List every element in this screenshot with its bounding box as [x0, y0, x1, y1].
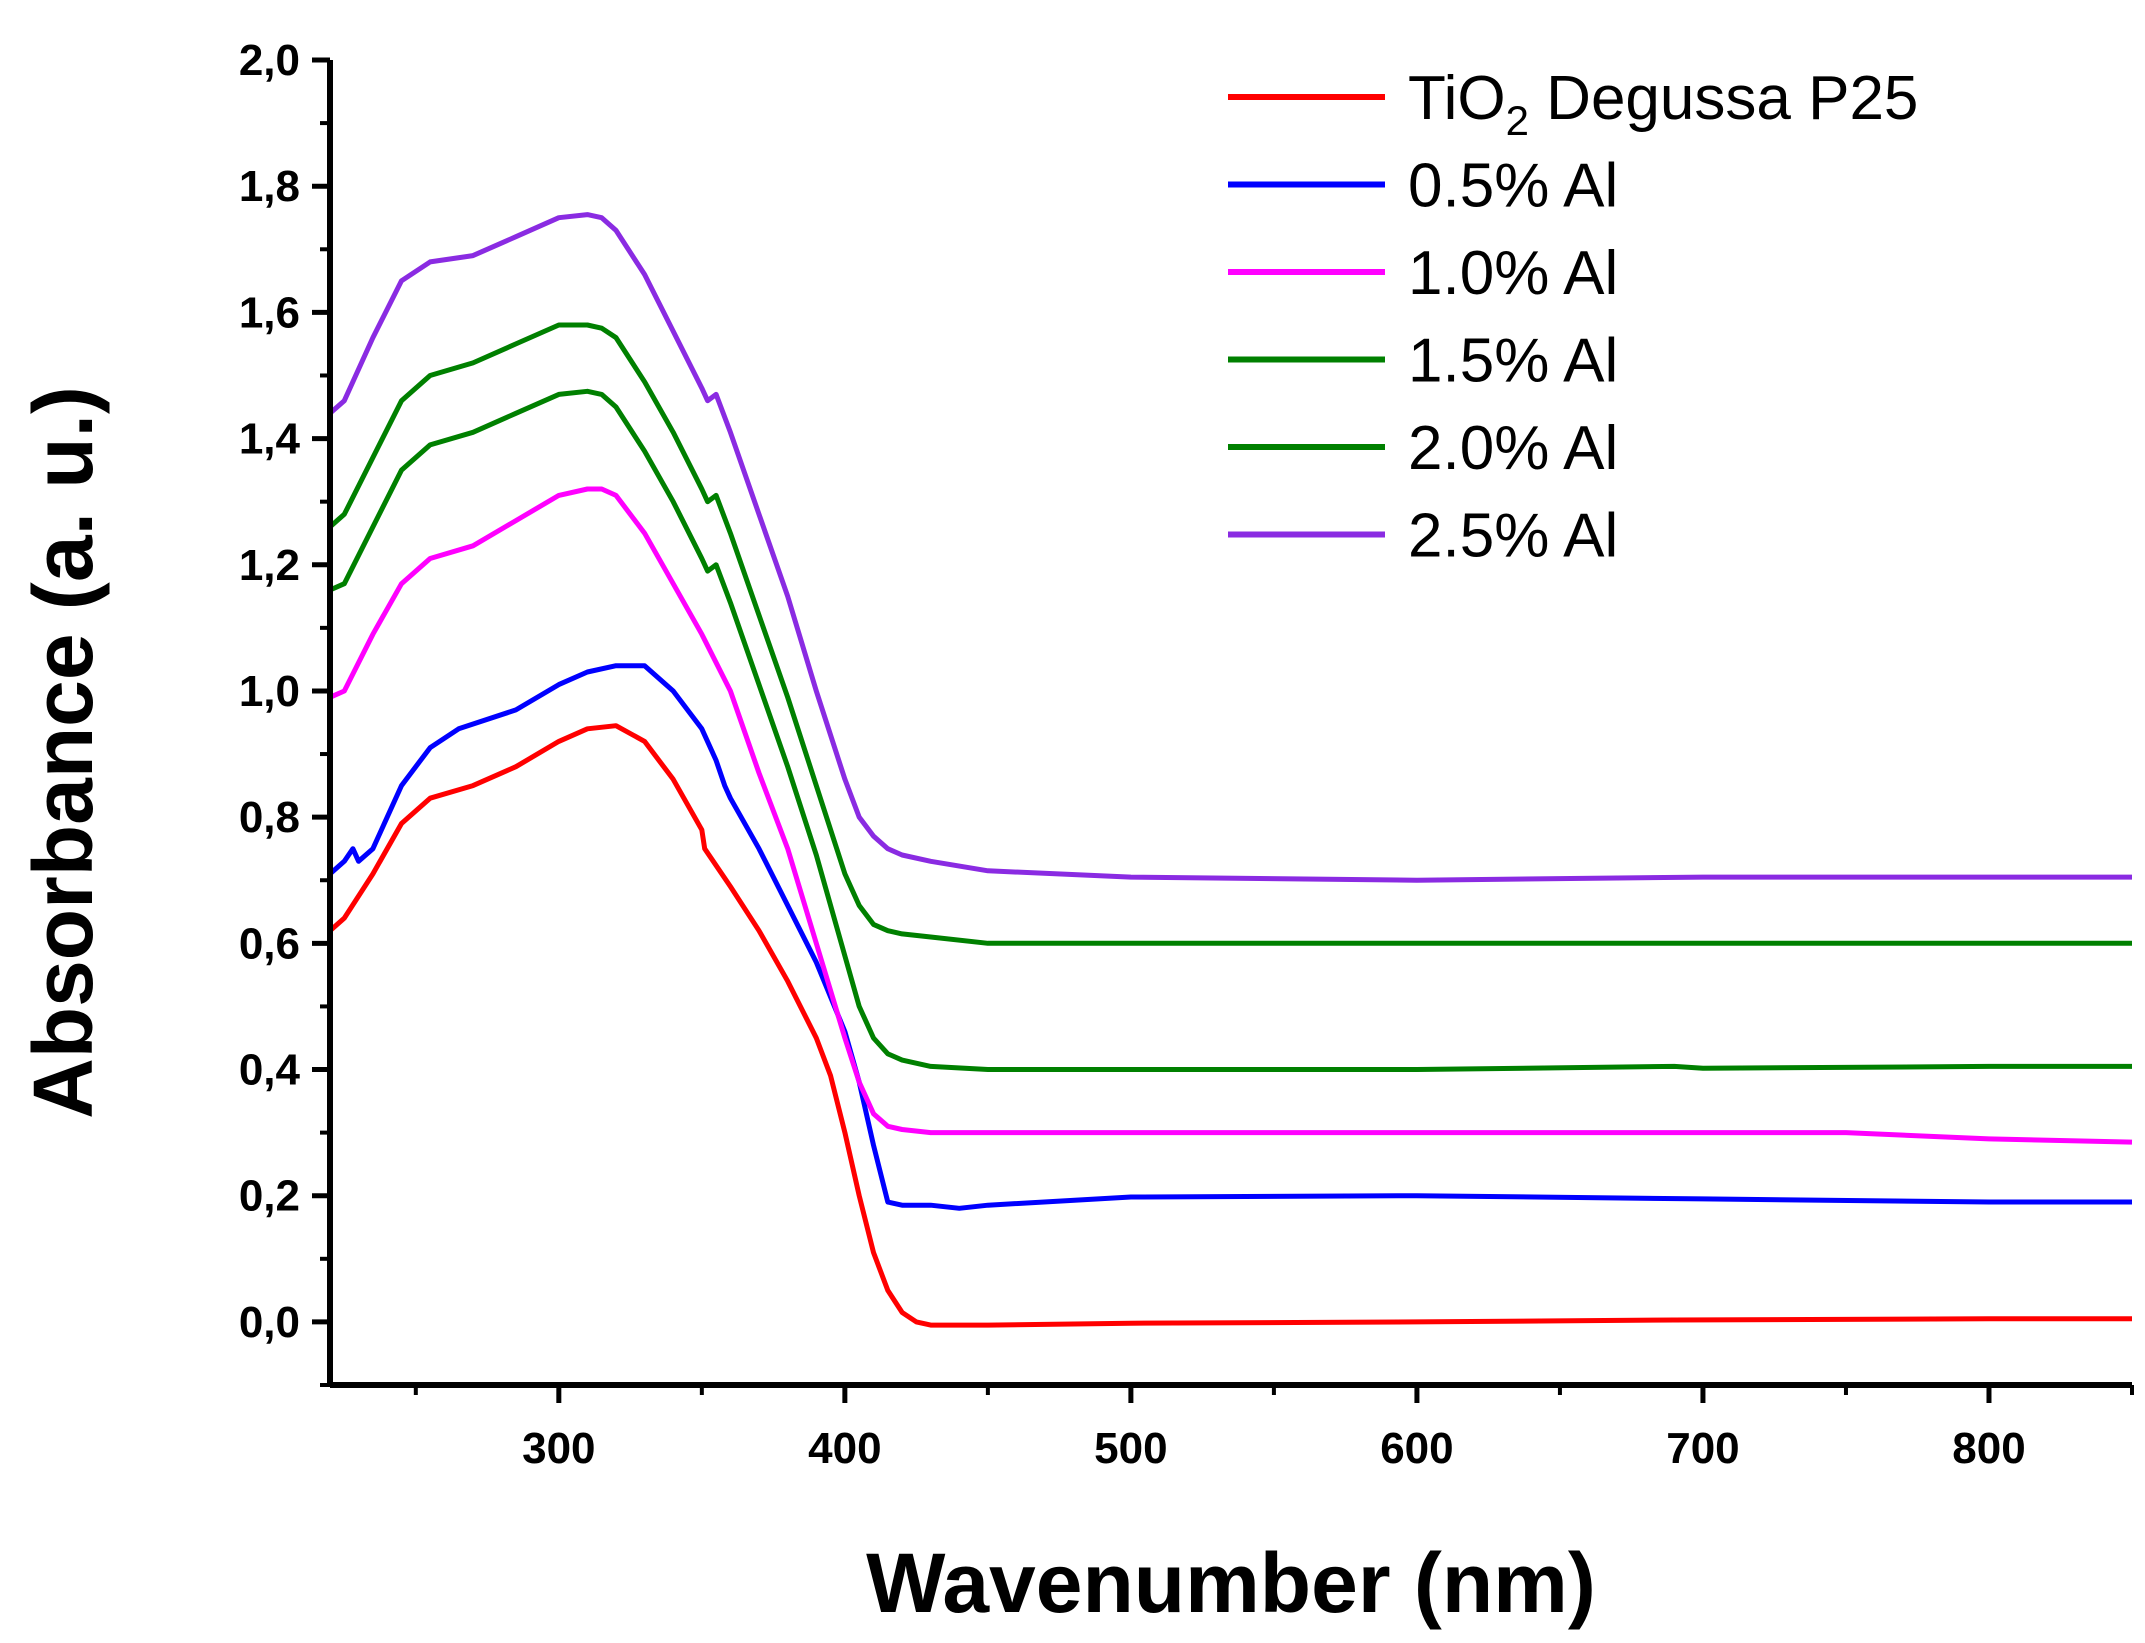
y-tick-label: 1,4 — [239, 415, 301, 464]
y-tick-label: 0,0 — [239, 1298, 300, 1347]
series-line-4 — [328, 322, 2132, 946]
legend-label-tio2: TiO2 Degussa P25 — [1408, 64, 1918, 144]
series-line-5 — [328, 212, 2132, 883]
legend: TiO2 Degussa P25 0.5% Al 1.0% Al 1.5% Al… — [1228, 64, 1918, 571]
legend-label-1-5-al: 1.5% Al — [1408, 327, 1618, 396]
series-line-3 — [328, 388, 2132, 1072]
y-tick-label: 1,6 — [239, 288, 300, 337]
y-tick-label: 0,6 — [239, 919, 300, 968]
y-axis-title: Absorbance (a. u.) — [16, 386, 110, 1119]
series-layer — [328, 212, 2133, 1328]
ticks-layer: 0,0 0,2 0,4 0,6 0,8 1,0 1,2 1,4 1,6 1,8 2,0 300 400 5… — [239, 36, 2134, 1473]
x-tick-label: 300 — [522, 1424, 595, 1473]
x-axis-title: Wavenumber (nm) — [866, 1536, 1596, 1630]
y-tick-label: 2,0 — [239, 36, 300, 85]
x-tick-label: 800 — [1952, 1424, 2025, 1473]
axes-layer — [327, 60, 2132, 1388]
y-tick-label: 0,4 — [239, 1046, 301, 1095]
y-tick-label: 1,0 — [239, 667, 300, 716]
series-line-2 — [328, 486, 2133, 1145]
series-line-1 — [328, 663, 2132, 1211]
x-tick-label: 500 — [1094, 1424, 1167, 1473]
legend-label-2-5-al: 2.5% Al — [1408, 502, 1618, 571]
y-tick-label: 0,8 — [239, 793, 300, 842]
y-tick-label: 1,2 — [239, 541, 300, 590]
x-tick-label: 400 — [808, 1424, 881, 1473]
y-tick-label: 0,2 — [239, 1172, 300, 1221]
legend-label-0-5-al: 0.5% Al — [1408, 152, 1618, 221]
y-tick-label: 1,8 — [239, 162, 300, 211]
x-tick-label: 600 — [1380, 1424, 1453, 1473]
legend-label-2-0-al: 2.0% Al — [1408, 414, 1618, 483]
series-line-0 — [328, 723, 2132, 1328]
x-tick-label: 700 — [1666, 1424, 1739, 1473]
legend-label-1-0-al: 1.0% Al — [1408, 239, 1618, 308]
